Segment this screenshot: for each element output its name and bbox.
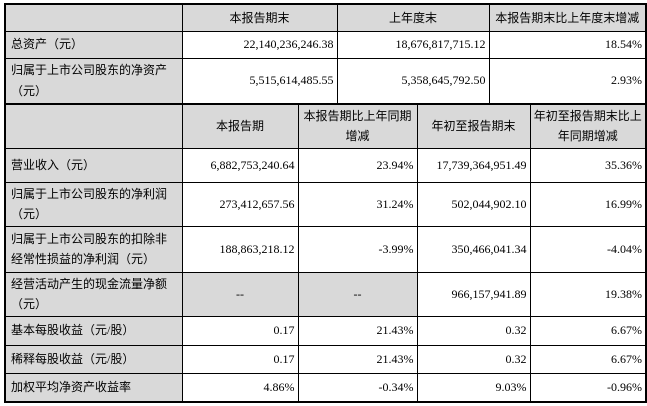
header-cell-year-to-date: 年初至报告期末 — [416, 103, 531, 149]
value-cell: 0.17 — [181, 344, 299, 374]
table-row-basic-eps: 基本每股收益（元/股） 0.17 21.43% 0.32 6.67% — [6, 315, 645, 346]
value-cell: 18,676,817,715.12 — [336, 30, 490, 59]
table-row-net-profit: 归属于上市公司股东的净利润（元） 273,412,657.56 31.24% 5… — [6, 181, 645, 227]
header-cell-prior-year-end: 上年度末 — [336, 5, 490, 32]
row-label: 加权平均净资产收益率 — [6, 372, 183, 401]
value-cell: 502,044,902.10 — [416, 181, 531, 227]
table-row-operating-cash-flow: 经营活动产生的现金流量净额（元） -- -- 966,157,941.89 19… — [6, 271, 645, 317]
value-cell: 350,466,041.34 — [416, 225, 531, 273]
value-cell: -0.96% — [529, 372, 645, 401]
header-corner-cell — [6, 103, 183, 149]
value-cell: 0.32 — [416, 315, 531, 346]
table-header-row: 本报告期末 上年度末 本报告期末比上年度末增减 — [6, 5, 645, 32]
value-cell: 21.43% — [297, 344, 418, 374]
value-cell: 9.03% — [416, 372, 531, 401]
value-cell: 966,157,941.89 — [416, 271, 531, 317]
period-table: 本报告期 本报告期比上年同期增减 年初至报告期末 年初至报告期末比上年同期增减 … — [6, 103, 645, 401]
value-cell-na: -- — [297, 271, 418, 317]
table-row-diluted-eps: 稀释每股收益（元/股） 0.17 21.43% 0.32 6.67% — [6, 344, 645, 374]
header-cell-change-vs-prior-year-period: 本报告期比上年同期增减 — [297, 103, 418, 149]
table-row-net-assets: 归属于上市公司股东的净资产（元） 5,515,614,485.55 5,358,… — [6, 57, 645, 104]
value-cell: 6.67% — [529, 344, 645, 374]
table-header-row: 本报告期 本报告期比上年同期增减 年初至报告期末 年初至报告期末比上年同期增减 — [6, 103, 645, 149]
value-cell: 188,863,218.12 — [181, 225, 299, 273]
row-label: 归属于上市公司股东的扣除非经常性损益的净利润（元） — [6, 225, 183, 273]
value-cell: 6,882,753,240.64 — [181, 147, 299, 183]
value-cell: 4.86% — [181, 372, 299, 401]
value-cell: 2.93% — [488, 57, 645, 104]
table-row-revenue: 营业收入（元） 6,882,753,240.64 23.94% 17,739,3… — [6, 147, 645, 183]
row-label: 归属于上市公司股东的净利润（元） — [6, 181, 183, 227]
row-label: 经营活动产生的现金流量净额（元） — [6, 271, 183, 317]
value-cell: 31.24% — [297, 181, 418, 227]
value-cell: 35.36% — [529, 147, 645, 183]
row-label: 稀释每股收益（元/股） — [6, 344, 183, 374]
table-row-total-assets: 总资产（元） 22,140,236,246.38 18,676,817,715.… — [6, 30, 645, 59]
value-cell: 21.43% — [297, 315, 418, 346]
value-cell: 0.32 — [416, 344, 531, 374]
period-end-table: 本报告期末 上年度末 本报告期末比上年度末增减 总资产（元） 22,140,23… — [6, 5, 645, 104]
value-cell: 18.54% — [488, 30, 645, 59]
value-cell-na: -- — [181, 271, 299, 317]
value-cell: 5,358,645,792.50 — [336, 57, 490, 104]
value-cell: 5,515,614,485.55 — [181, 57, 338, 104]
value-cell: 17,739,364,951.49 — [416, 147, 531, 183]
row-label: 营业收入（元） — [6, 147, 183, 183]
value-cell: -0.34% — [297, 372, 418, 401]
value-cell: 19.38% — [529, 271, 645, 317]
value-cell: 16.99% — [529, 181, 645, 227]
header-cell-current-period: 本报告期 — [181, 103, 299, 149]
row-label: 基本每股收益（元/股） — [6, 315, 183, 346]
value-cell: 273,412,657.56 — [181, 181, 299, 227]
header-cell-current-period-end: 本报告期末 — [181, 5, 338, 32]
value-cell: -4.04% — [529, 225, 645, 273]
row-label: 归属于上市公司股东的净资产（元） — [6, 57, 183, 104]
header-corner-cell — [6, 5, 183, 32]
table-row-net-profit-excl-nonrecurring: 归属于上市公司股东的扣除非经常性损益的净利润（元） 188,863,218.12… — [6, 225, 645, 273]
row-label: 总资产（元） — [6, 30, 183, 59]
value-cell: 0.17 — [181, 315, 299, 346]
header-cell-ytd-change-vs-prior-year: 年初至报告期末比上年同期增减 — [529, 103, 645, 149]
header-cell-change-vs-prior-year-end: 本报告期末比上年度末增减 — [488, 5, 645, 32]
table-row-weighted-avg-roe: 加权平均净资产收益率 4.86% -0.34% 9.03% -0.96% — [6, 372, 645, 401]
value-cell: -3.99% — [297, 225, 418, 273]
value-cell: 22,140,236,246.38 — [181, 30, 338, 59]
financial-summary-table: 本报告期末 上年度末 本报告期末比上年度末增减 总资产（元） 22,140,23… — [4, 3, 647, 403]
value-cell: 6.67% — [529, 315, 645, 346]
value-cell: 23.94% — [297, 147, 418, 183]
